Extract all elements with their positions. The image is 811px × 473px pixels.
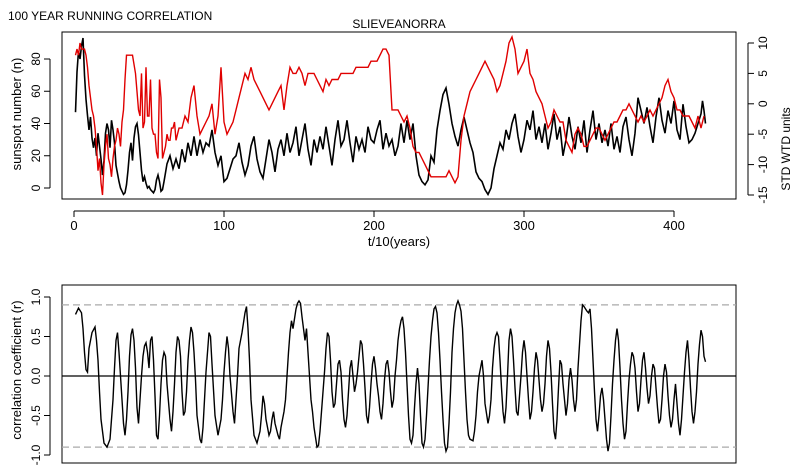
page-title: 100 YEAR RUNNING CORRELATION xyxy=(8,9,213,23)
bottom-left-axis: -1.0 -0.5 0.0 0.5 1.0 xyxy=(29,288,51,465)
bottom-left-tick-label: 0.0 xyxy=(29,367,43,384)
top-panel: SLIEVEANORRA 0 20 40 60 80 -15 -10 -5 0 5 10 0 100… xyxy=(9,17,793,249)
top-left-tick-label: 40 xyxy=(29,117,43,131)
top-x-tick-label: 200 xyxy=(363,218,385,233)
bottom-left-tick-label: 1.0 xyxy=(29,288,43,305)
top-x-tick-label: 100 xyxy=(213,218,235,233)
sunspot-series-line xyxy=(74,37,707,197)
correlation-series-line xyxy=(74,298,707,454)
top-right-tick-label: 10 xyxy=(756,36,770,50)
top-right-axis: -15 -10 -5 0 5 10 xyxy=(747,36,770,204)
top-left-tick-label: 20 xyxy=(29,149,43,163)
top-left-tick-label: 80 xyxy=(29,52,43,66)
bottom-plot-frame xyxy=(61,284,737,464)
top-right-tick-label: 5 xyxy=(756,70,770,77)
top-left-tick-label: 0 xyxy=(29,184,43,191)
top-x-axis: 0 100 200 300 400 xyxy=(70,210,685,233)
bottom-y-axis-label: correlation coefficient (r) xyxy=(9,300,24,439)
std-wtd-series-line xyxy=(74,34,705,196)
top-y-axis-right-label: STD WTD units xyxy=(779,107,793,190)
top-x-tick-label: 0 xyxy=(70,218,77,233)
top-y-axis-label: sunspot number (n) xyxy=(9,58,24,171)
top-chart-title: SLIEVEANORRA xyxy=(352,17,445,31)
bottom-left-tick-label: -1.0 xyxy=(29,444,43,465)
top-right-tick-label: 0 xyxy=(756,100,770,107)
top-right-tick-label: -5 xyxy=(756,129,770,140)
top-x-axis-label: t/10(years) xyxy=(368,234,430,249)
top-right-tick-label: -10 xyxy=(756,156,770,174)
top-right-tick-label: -15 xyxy=(756,186,770,204)
bottom-left-tick-label: 0.5 xyxy=(29,328,43,345)
bottom-left-tick-label: -0.5 xyxy=(29,405,43,426)
top-x-tick-label: 400 xyxy=(663,218,685,233)
top-plot-frame xyxy=(61,31,737,200)
bottom-panel: -1.0 -0.5 0.0 0.5 1.0 correlation coefficien… xyxy=(9,284,737,465)
top-x-tick-label: 300 xyxy=(513,218,535,233)
top-left-tick-label: 60 xyxy=(29,84,43,98)
top-left-axis: 0 20 40 60 80 xyxy=(29,52,51,191)
